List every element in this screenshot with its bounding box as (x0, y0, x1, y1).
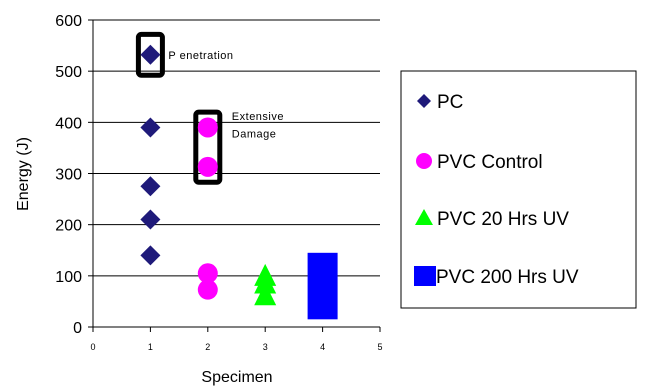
y-tick-label: 100 (55, 269, 82, 286)
pc-data-point (140, 210, 160, 230)
pvc-control-legend-label: PVC Control (437, 152, 543, 173)
x-tick-label: 0 (90, 342, 95, 352)
annotations: P enetration Extensive Damage (168, 50, 284, 141)
pvc-20-hrs-uv-data-point (254, 283, 276, 305)
y-tick-label: 300 (55, 167, 82, 184)
pvc-control-data-point (198, 157, 218, 177)
y-tick-label: 400 (55, 115, 82, 132)
x-axis-title: Specimen (201, 369, 272, 386)
damage-annotation: Damage (232, 129, 277, 141)
pc-data-point (140, 176, 160, 196)
pvc-control-data-point (198, 280, 218, 300)
y-tick-label: 0 (73, 320, 82, 337)
pvc-control-legend-symbol (416, 153, 432, 169)
x-tick-label: 1 (148, 342, 153, 352)
pc-data-point (140, 117, 160, 137)
penetration-annotation: P enetration (168, 50, 233, 62)
x-tick-label: 5 (377, 342, 382, 352)
y-axis-title: Energy (J) (15, 137, 32, 211)
x-tick-label: 2 (205, 342, 210, 352)
pvc-20-hrs-uv-legend-label: PVC 20 Hrs UV (437, 209, 569, 230)
pvc-200-hrs-uv-data-bar (308, 253, 338, 320)
x-tick-label: 3 (263, 342, 268, 352)
y-tick-label: 500 (55, 64, 82, 81)
y-tick-label: 200 (55, 218, 82, 235)
pc-data-point (140, 245, 160, 265)
pvc-200-hrs-uv-legend-symbol (414, 266, 436, 286)
pvc-control-data-point (198, 117, 218, 137)
y-tick-label: 600 (55, 13, 82, 30)
pvc-200-hrs-uv-legend-label: PVC 200 Hrs UV (436, 267, 579, 288)
data-marks (140, 45, 337, 320)
pc-data-point (140, 45, 160, 65)
extensive-annotation: Extensive (232, 111, 284, 123)
pc-legend-label: PC (437, 92, 463, 113)
x-tick-label: 4 (320, 342, 325, 352)
legend: PC PVC Control PVC 20 Hrs UV PVC 200 Hrs UV (401, 71, 636, 308)
